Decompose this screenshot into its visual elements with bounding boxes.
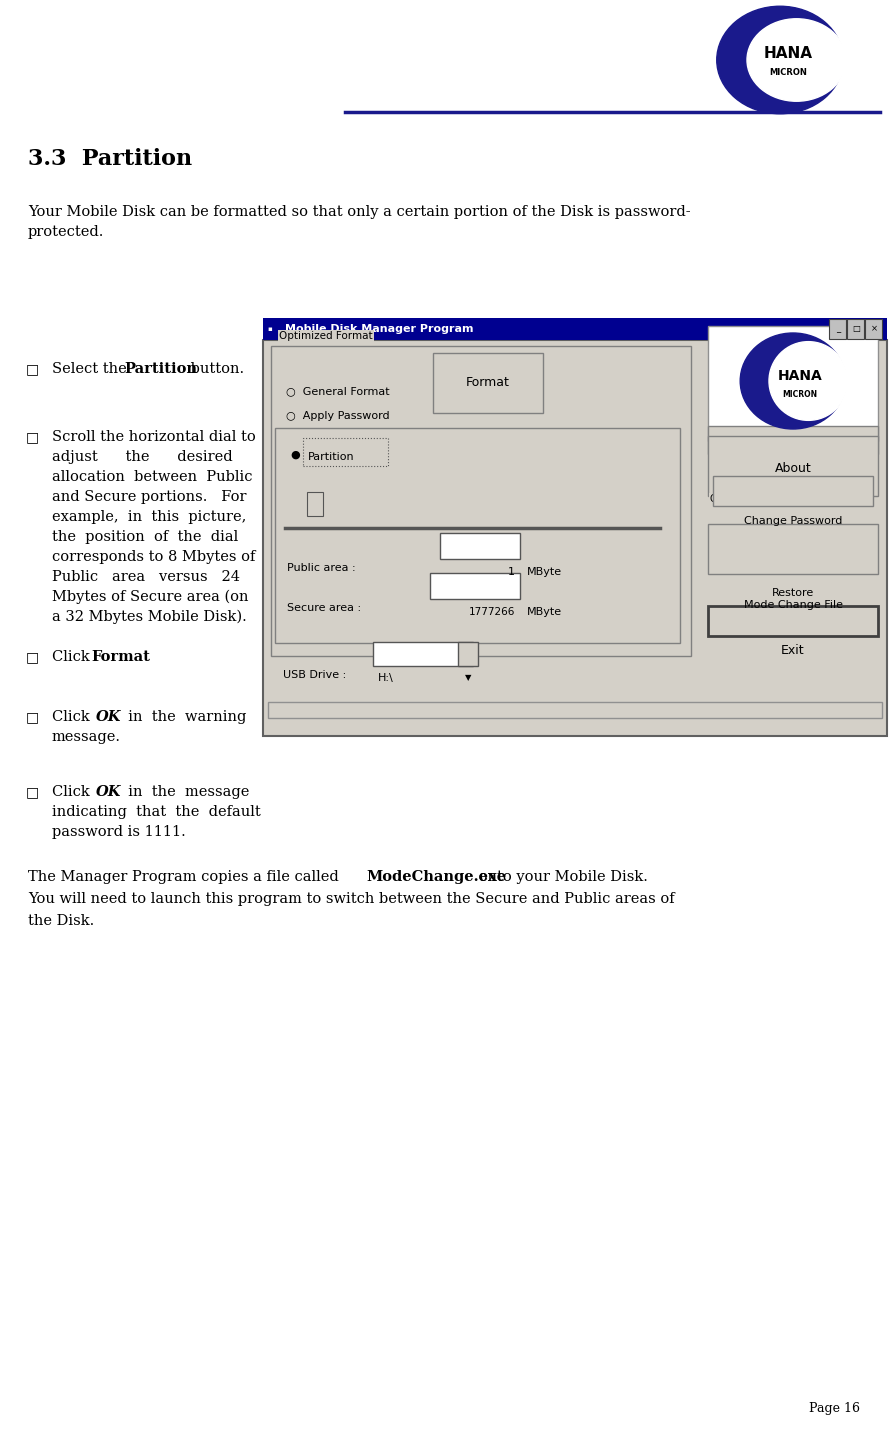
- Text: HANA: HANA: [778, 369, 822, 384]
- Text: ○  General Format: ○ General Format: [286, 385, 389, 395]
- FancyBboxPatch shape: [430, 573, 520, 599]
- Text: Mobile Disk Manager Program: Mobile Disk Manager Program: [285, 325, 473, 333]
- Text: Change Password: Change Password: [710, 494, 797, 504]
- Text: the  position  of  the  dial: the position of the dial: [52, 530, 238, 544]
- Text: onto your Mobile Disk.: onto your Mobile Disk.: [474, 870, 648, 885]
- Text: Change Password: Change Password: [744, 517, 842, 527]
- FancyBboxPatch shape: [847, 319, 864, 339]
- Ellipse shape: [717, 6, 843, 114]
- Text: H:\: H:\: [378, 672, 394, 683]
- FancyBboxPatch shape: [373, 642, 473, 667]
- Text: allocation  between  Public: allocation between Public: [52, 470, 253, 483]
- Text: You will need to launch this program to switch between the Secure and Public are: You will need to launch this program to …: [28, 892, 674, 906]
- Text: the Disk.: the Disk.: [28, 913, 95, 928]
- Text: ×: ×: [871, 325, 878, 333]
- Text: Optimized Format: Optimized Format: [279, 330, 372, 341]
- Text: HANA: HANA: [764, 46, 813, 61]
- Text: password is 1111.: password is 1111.: [52, 825, 186, 838]
- Text: 1777266: 1777266: [469, 608, 515, 618]
- Text: About: About: [774, 462, 812, 475]
- Text: 1: 1: [508, 567, 515, 577]
- FancyBboxPatch shape: [440, 532, 520, 558]
- FancyBboxPatch shape: [263, 341, 887, 736]
- Text: Mbytes of Secure area (on: Mbytes of Secure area (on: [52, 590, 248, 605]
- Text: Restore
Mode Change File: Restore Mode Change File: [744, 589, 842, 610]
- Text: protected.: protected.: [28, 225, 104, 240]
- Text: Scroll the horizontal dial to: Scroll the horizontal dial to: [52, 430, 255, 444]
- FancyBboxPatch shape: [713, 476, 873, 506]
- Text: in  the  warning: in the warning: [119, 710, 246, 724]
- Text: □: □: [26, 710, 39, 724]
- Text: USB Drive :: USB Drive :: [283, 670, 346, 680]
- FancyBboxPatch shape: [458, 642, 478, 667]
- Text: Select the: Select the: [52, 362, 131, 377]
- FancyBboxPatch shape: [708, 326, 878, 442]
- Text: Click: Click: [52, 649, 95, 664]
- Text: example,  in  this  picture,: example, in this picture,: [52, 509, 246, 524]
- Text: indicating  that  the  default: indicating that the default: [52, 805, 261, 820]
- FancyBboxPatch shape: [271, 346, 691, 657]
- Text: □: □: [26, 362, 39, 377]
- Text: Secure area :: Secure area :: [287, 603, 361, 613]
- Text: adjust      the      desired: adjust the desired: [52, 450, 232, 465]
- Text: Public   area   versus   24: Public area versus 24: [52, 570, 240, 584]
- Text: ▼: ▼: [464, 674, 472, 683]
- FancyBboxPatch shape: [303, 439, 388, 466]
- Text: message.: message.: [52, 730, 121, 745]
- Text: Format: Format: [91, 649, 150, 664]
- Text: corresponds to 8 Mbytes of: corresponds to 8 Mbytes of: [52, 550, 255, 564]
- Text: ●: ●: [290, 450, 300, 460]
- FancyBboxPatch shape: [263, 317, 887, 341]
- Text: OK: OK: [96, 785, 121, 799]
- FancyBboxPatch shape: [865, 319, 882, 339]
- Text: Click: Click: [52, 785, 99, 799]
- Text: MByte: MByte: [527, 567, 562, 577]
- Text: Format: Format: [466, 377, 510, 390]
- Text: ModeChange.exe: ModeChange.exe: [366, 870, 506, 885]
- Ellipse shape: [747, 19, 846, 101]
- Text: and Secure portions.   For: and Secure portions. For: [52, 491, 246, 504]
- Text: Partition: Partition: [124, 362, 197, 377]
- FancyBboxPatch shape: [708, 426, 878, 455]
- Text: MICRON: MICRON: [782, 390, 818, 398]
- Text: Public area :: Public area :: [287, 563, 355, 573]
- FancyBboxPatch shape: [275, 429, 680, 644]
- Text: ▪: ▪: [267, 326, 271, 332]
- Text: a 32 Mbytes Mobile Disk).: a 32 Mbytes Mobile Disk).: [52, 610, 246, 625]
- Text: Exit: Exit: [781, 645, 805, 658]
- FancyBboxPatch shape: [433, 354, 543, 413]
- Text: in  the  message: in the message: [119, 785, 249, 799]
- Text: ○  Apply Password: ○ Apply Password: [286, 411, 389, 421]
- Text: button.: button.: [186, 362, 244, 377]
- Text: □: □: [852, 325, 860, 333]
- FancyBboxPatch shape: [829, 319, 846, 339]
- Text: Partition: Partition: [308, 452, 355, 462]
- Ellipse shape: [740, 333, 846, 429]
- FancyBboxPatch shape: [708, 436, 878, 496]
- Text: Click: Click: [52, 710, 99, 724]
- FancyBboxPatch shape: [268, 701, 882, 719]
- Ellipse shape: [769, 342, 847, 420]
- Text: □: □: [26, 430, 39, 444]
- FancyBboxPatch shape: [708, 606, 878, 636]
- Text: OK: OK: [96, 710, 121, 724]
- Text: _: _: [836, 325, 840, 333]
- Text: Your Mobile Disk can be formatted so that only a certain portion of the Disk is : Your Mobile Disk can be formatted so tha…: [28, 205, 690, 219]
- FancyBboxPatch shape: [708, 524, 878, 574]
- FancyBboxPatch shape: [307, 492, 323, 517]
- Text: 3.3  Partition: 3.3 Partition: [28, 149, 192, 170]
- Text: MICRON: MICRON: [769, 68, 807, 76]
- Text: MByte: MByte: [527, 608, 562, 618]
- Text: Page 16: Page 16: [809, 1403, 860, 1416]
- Text: The Manager Program copies a file called: The Manager Program copies a file called: [28, 870, 344, 885]
- Text: □: □: [26, 785, 39, 799]
- Text: □: □: [26, 649, 39, 664]
